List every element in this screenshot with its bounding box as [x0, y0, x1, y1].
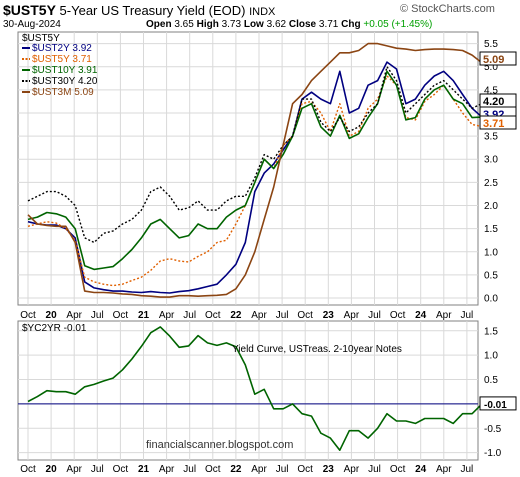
indicator-y-tick-label: -0.5: [484, 424, 502, 435]
series-line-4: [27, 42, 482, 298]
price-x-tick-label: Jul: [368, 310, 381, 321]
close-label: Close: [288, 19, 317, 30]
indicator-panel-frame: [17, 320, 479, 461]
indicator-x-tick-label: 20: [46, 464, 58, 475]
price-x-tick-label: Jul: [183, 310, 196, 321]
indicator-x-tick-label: Oct: [297, 464, 313, 475]
indicator-last-tag: [479, 396, 517, 411]
indicator-series-line: [27, 326, 483, 452]
high-label: High: [196, 19, 219, 30]
indicator-x-tick-label: 23: [323, 464, 335, 475]
price-x-tick-label: Oct: [390, 310, 406, 321]
exchange: INDX: [249, 6, 276, 18]
high-value: 3.73: [221, 19, 242, 30]
legend-entry-1: $UST5Y 3.71: [32, 54, 92, 65]
price-y-tick-label: 2.5: [484, 178, 498, 189]
indicator-x-tick-label: Oct: [205, 464, 221, 475]
last-value-label: 4.20: [483, 96, 504, 108]
legend-entry-0: $UST2Y 3.92: [32, 43, 92, 54]
indicator-x-tick-label: Jul: [368, 464, 381, 475]
series-line-3: [27, 65, 482, 244]
ohlc-readout: Open 3.65 High 3.73 Low 3.62 Close 3.71 …: [146, 19, 432, 30]
price-y-tick-label: 0.5: [484, 270, 498, 281]
close-value: 3.71: [318, 19, 339, 30]
price-y-tick-label: 3.0: [484, 155, 498, 166]
symbol: $UST5Y: [3, 2, 56, 18]
price-x-tick-label: Oct: [205, 310, 221, 321]
indicator-x-tick-label: Apr: [66, 464, 82, 475]
price-x-tick-label: Jul: [461, 310, 474, 321]
price-y-tick-label: 5.0: [484, 62, 498, 73]
price-panel-label: $UST5Y: [22, 33, 60, 44]
watermark: © StockCharts.com: [400, 3, 495, 15]
chg-value: +0.05 (+1.45%): [363, 19, 433, 30]
last-value-tag: [479, 51, 517, 66]
price-x-tick-label: Jul: [276, 310, 289, 321]
indicator-last-value: -0.01: [484, 400, 507, 411]
price-y-tick-label: 5.5: [484, 39, 498, 50]
price-y-tick-label: 3.5: [484, 132, 498, 143]
legend-entry-2: $UST10Y 3.91: [32, 65, 98, 76]
open-value: 3.65: [174, 19, 194, 30]
indicator-x-tick-label: 22: [230, 464, 242, 475]
indicator-x-tick-label: Oct: [20, 464, 36, 475]
price-x-tick-label: Oct: [297, 310, 313, 321]
indicator-x-tick-label: Apr: [344, 464, 360, 475]
indicator-x-tick-label: 21: [138, 464, 150, 475]
series-line-1: [27, 75, 482, 287]
indicator-x-tick-label: Jul: [461, 464, 474, 475]
price-x-tick-label: 21: [138, 310, 150, 321]
price-x-tick-label: Apr: [344, 310, 360, 321]
low-label: Low: [243, 19, 264, 30]
low-value: 3.62: [266, 19, 287, 30]
price-y-tick-label: 0.0: [484, 294, 498, 305]
indicator-x-tick-label: Jul: [276, 464, 289, 475]
price-x-tick-label: Oct: [20, 310, 36, 321]
indicator-y-tick-label: -1.0: [484, 448, 502, 459]
price-x-tick-label: Jul: [91, 310, 104, 321]
series-line-2: [27, 70, 482, 271]
indicator-x-tick-label: Apr: [159, 464, 175, 475]
price-x-tick-label: Apr: [251, 310, 267, 321]
price-y-tick-label: 1.0: [484, 247, 498, 258]
indicator-x-tick-label: Apr: [251, 464, 267, 475]
price-x-tick-label: 22: [230, 310, 242, 321]
credit-text: financialscanner.blogspot.com: [146, 439, 293, 451]
indicator-y-tick-label: 1.5: [484, 326, 498, 337]
price-x-tick-label: Apr: [66, 310, 82, 321]
indicator-x-tick-label: Jul: [183, 464, 196, 475]
symbol-name: 5-Year US Treasury Yield (EOD): [59, 3, 246, 18]
price-x-tick-label: Apr: [436, 310, 452, 321]
last-value-label: 3.71: [483, 118, 504, 130]
legend-entry-4: $UST3M 5.09: [32, 87, 94, 98]
indicator-y-tick-label: 0.5: [484, 375, 498, 386]
indicator-x-tick-label: Oct: [113, 464, 129, 475]
legend-entry-3: $UST30Y 4.20: [32, 76, 98, 87]
price-x-tick-label: 20: [46, 310, 58, 321]
price-y-tick-label: 1.5: [484, 224, 498, 235]
indicator-x-tick-label: 24: [415, 464, 427, 475]
chart-title: $UST5Y 5-Year US Treasury Yield (EOD) IN…: [3, 2, 275, 18]
price-panel-frame: [17, 31, 479, 306]
price-x-tick-label: Apr: [159, 310, 175, 321]
open-label: Open: [146, 19, 172, 30]
price-x-tick-label: Oct: [113, 310, 129, 321]
chg-label: Chg: [341, 19, 361, 30]
price-y-tick-label: 4.5: [484, 85, 498, 96]
indicator-y-tick-label: 1.0: [484, 351, 498, 362]
indicator-x-tick-label: Jul: [91, 464, 104, 475]
indicator-annotation: Yield Curve, USTreas. 2-10year Notes: [232, 344, 402, 355]
series-line-0: [27, 61, 483, 294]
indicator-panel-label: $YC2YR -0.01: [22, 323, 87, 334]
price-y-tick-label: 2.0: [484, 201, 498, 212]
price-x-tick-label: 23: [323, 310, 335, 321]
chart-date: 30-Aug-2024: [3, 19, 61, 30]
indicator-x-tick-label: Apr: [436, 464, 452, 475]
indicator-x-tick-label: Oct: [390, 464, 406, 475]
last-value-label: 5.09: [483, 54, 504, 66]
price-x-tick-label: 24: [415, 310, 427, 321]
last-value-tag: [479, 115, 517, 130]
